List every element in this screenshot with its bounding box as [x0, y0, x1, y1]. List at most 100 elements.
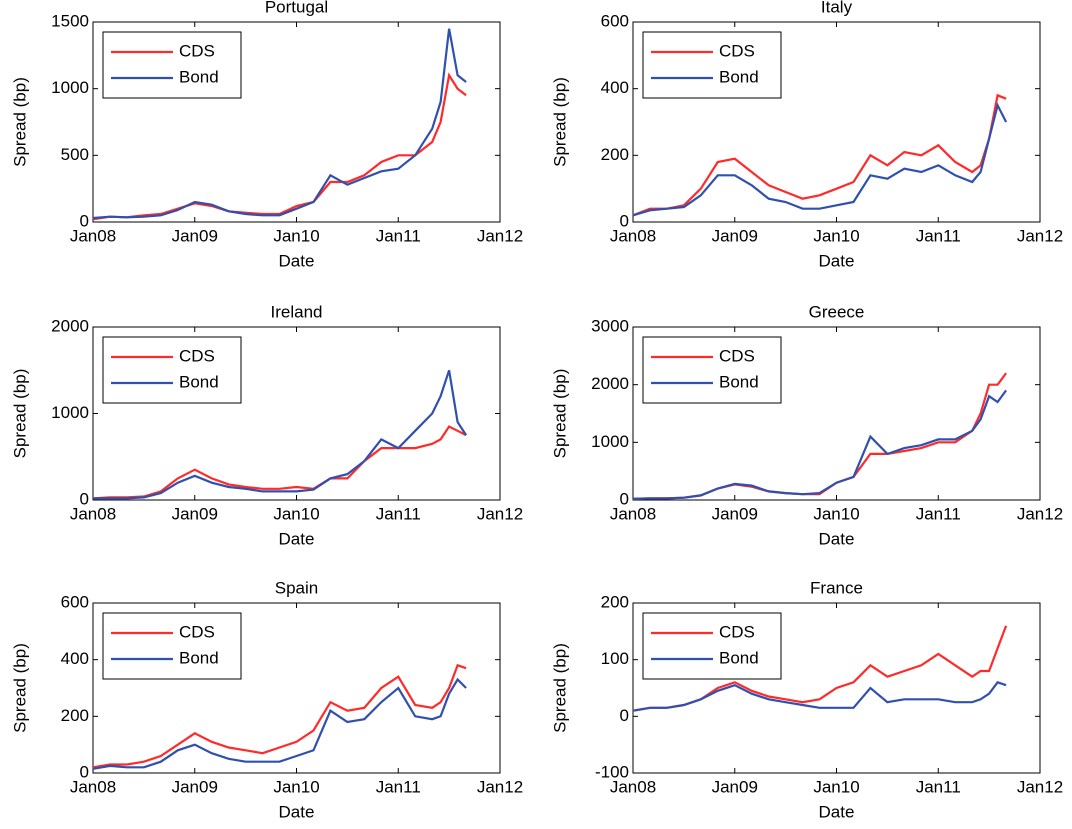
- y-tick-label: 500: [61, 145, 89, 164]
- series-line: [632, 93, 1007, 217]
- y-tick-label: 600: [601, 11, 629, 30]
- series-line: [632, 389, 1007, 500]
- y-tick-label: 200: [61, 706, 89, 725]
- legend-label: Bond: [719, 67, 759, 86]
- legend-box: [642, 336, 782, 404]
- legend-box: [102, 336, 242, 404]
- y-tick-label: 0: [620, 211, 629, 230]
- y-tick-label: 100: [601, 649, 629, 668]
- x-axis-label: Date: [279, 251, 315, 270]
- y-axis-label: Spread (bp): [550, 369, 569, 459]
- x-tick-label: Jan10: [273, 777, 319, 796]
- x-tick-label: Jan11: [376, 504, 421, 523]
- legend-label: CDS: [719, 622, 755, 641]
- series-line: [632, 102, 1008, 217]
- x-tick-label: Jan08: [70, 504, 116, 523]
- series-line: [92, 425, 467, 500]
- panel-title: Spain: [275, 578, 318, 597]
- x-axis-label: Date: [279, 802, 315, 821]
- x-tick-label: Jan09: [712, 226, 758, 245]
- panel-title: Ireland: [271, 302, 323, 321]
- series-line: [92, 72, 467, 221]
- x-tick-label: Jan11: [916, 777, 961, 796]
- y-tick-label: 200: [601, 592, 629, 611]
- x-tick-label: Jan08: [610, 777, 656, 796]
- x-tick-label: Jan09: [712, 777, 758, 796]
- x-tick-label: Jan08: [610, 226, 656, 245]
- x-tick-label: Jan09: [172, 504, 218, 523]
- y-axis-label: Spread (bp): [10, 77, 29, 167]
- x-tick-label: Jan12: [477, 777, 523, 796]
- y-tick-label: 0: [80, 762, 89, 781]
- x-tick-label: Jan09: [172, 777, 218, 796]
- x-tick-label: Jan10: [813, 226, 859, 245]
- x-tick-label: Jan12: [1017, 504, 1063, 523]
- x-tick-label: Jan08: [610, 504, 656, 523]
- y-tick-label: 1000: [591, 432, 629, 451]
- y-axis-label: Spread (bp): [550, 77, 569, 167]
- legend-label: Bond: [719, 372, 759, 391]
- x-tick-label: Jan12: [477, 504, 523, 523]
- x-tick-label: Jan11: [916, 226, 961, 245]
- y-tick-label: 1000: [51, 403, 89, 422]
- x-tick-label: Jan08: [70, 777, 116, 796]
- legend-label: CDS: [719, 346, 755, 365]
- y-tick-label: 1500: [51, 11, 89, 30]
- legend-box: [102, 612, 242, 680]
- x-tick-label: Jan09: [712, 504, 758, 523]
- y-tick-label: 3000: [591, 316, 629, 335]
- panel-title: Greece: [809, 302, 865, 321]
- legend-label: CDS: [179, 622, 215, 641]
- x-tick-label: Jan11: [916, 504, 961, 523]
- x-axis-label: Date: [279, 529, 315, 548]
- y-tick-label: 0: [80, 211, 89, 230]
- panel-title: Italy: [821, 0, 853, 16]
- x-tick-label: Jan10: [813, 504, 859, 523]
- y-tick-label: 200: [601, 145, 629, 164]
- y-axis-label: Spread (bp): [550, 643, 569, 733]
- x-tick-label: Jan12: [1017, 226, 1063, 245]
- y-tick-label: 400: [61, 649, 89, 668]
- panel-title: Portugal: [265, 0, 328, 16]
- x-tick-label: Jan09: [172, 226, 218, 245]
- x-tick-label: Jan11: [376, 777, 421, 796]
- panel-title: France: [810, 578, 863, 597]
- x-tick-label: Jan08: [70, 226, 116, 245]
- legend-label: CDS: [179, 346, 215, 365]
- y-tick-label: 2000: [591, 374, 629, 393]
- series-line: [632, 681, 1007, 712]
- series-line: [92, 663, 467, 769]
- series-line: [92, 28, 467, 220]
- x-axis-label: Date: [819, 251, 855, 270]
- y-tick-label: 600: [61, 592, 89, 611]
- legend-label: CDS: [179, 41, 215, 60]
- x-tick-label: Jan12: [1017, 777, 1063, 796]
- y-tick-label: 1000: [51, 78, 89, 97]
- legend-box: [642, 612, 782, 680]
- legend-box: [102, 31, 242, 99]
- x-axis-label: Date: [819, 802, 855, 821]
- y-axis-label: Spread (bp): [10, 369, 29, 459]
- y-axis-label: Spread (bp): [10, 643, 29, 733]
- y-tick-label: -100: [595, 762, 629, 781]
- y-tick-label: 2000: [51, 316, 89, 335]
- x-tick-label: Jan10: [813, 777, 859, 796]
- x-tick-label: Jan10: [273, 504, 319, 523]
- series-line: [92, 677, 467, 770]
- y-tick-label: 0: [80, 489, 89, 508]
- legend-label: Bond: [179, 67, 219, 86]
- y-tick-label: 0: [620, 489, 629, 508]
- x-axis-label: Date: [819, 529, 855, 548]
- x-tick-label: Jan11: [376, 226, 421, 245]
- y-tick-label: 400: [601, 78, 629, 97]
- legend-label: Bond: [179, 648, 219, 667]
- y-tick-label: 0: [620, 706, 629, 725]
- legend-box: [642, 31, 782, 99]
- legend-label: CDS: [719, 41, 755, 60]
- x-tick-label: Jan10: [273, 226, 319, 245]
- series-line: [93, 369, 468, 500]
- x-tick-label: Jan12: [477, 226, 523, 245]
- legend-label: Bond: [719, 648, 759, 667]
